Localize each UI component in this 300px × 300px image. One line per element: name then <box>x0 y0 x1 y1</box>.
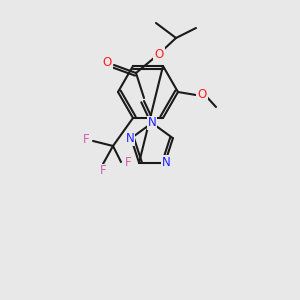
Text: O: O <box>154 47 164 61</box>
Text: F: F <box>125 157 131 169</box>
Text: F: F <box>100 164 106 178</box>
Text: O: O <box>102 56 112 70</box>
Text: N: N <box>126 132 134 145</box>
Text: N: N <box>148 116 156 130</box>
Text: O: O <box>197 88 207 101</box>
Text: F: F <box>83 134 89 146</box>
Text: N: N <box>162 156 170 169</box>
